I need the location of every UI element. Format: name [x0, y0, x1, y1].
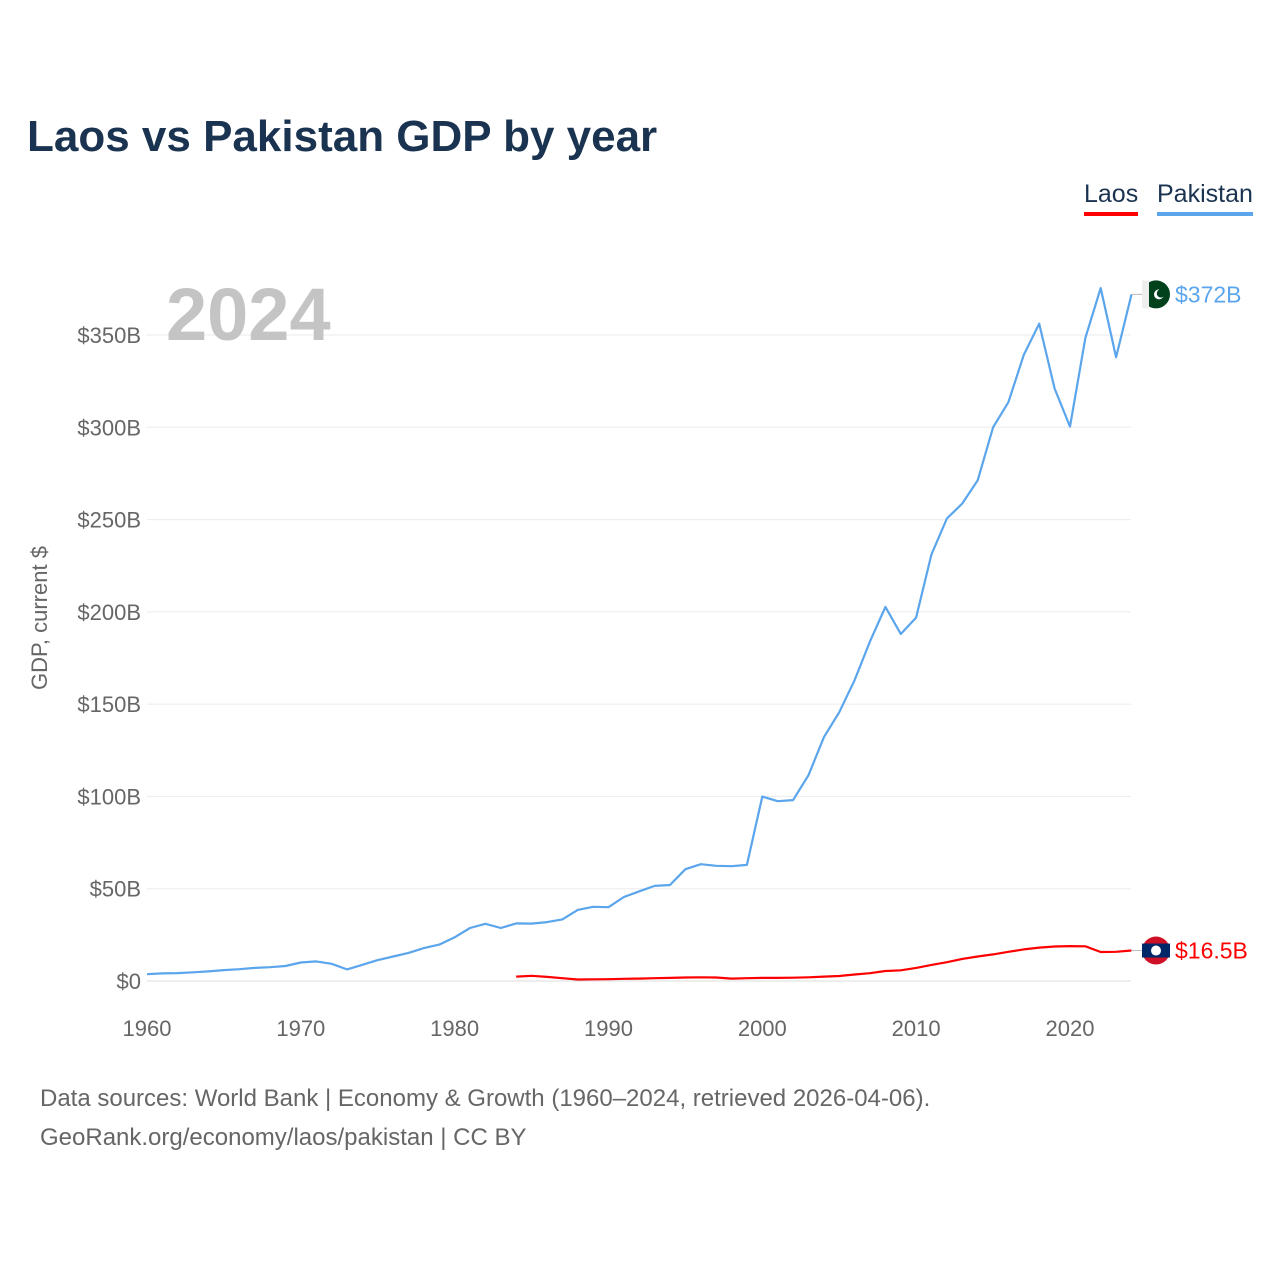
y-tick-label: $0 [117, 969, 141, 994]
end-label-pakistan: $372B [1175, 281, 1242, 307]
y-tick-label: $200B [77, 600, 141, 625]
y-tick-label: $300B [77, 415, 141, 440]
y-tick-label: $350B [77, 323, 141, 348]
y-tick-label: $250B [77, 508, 141, 533]
chart-title: Laos vs Pakistan GDP by year [27, 112, 658, 161]
footer-url[interactable]: GeoRank.org/economy/laos/pakistan | CC B… [40, 1124, 527, 1151]
x-tick-label: 1990 [584, 1016, 633, 1041]
x-tick-label: 2020 [1046, 1016, 1095, 1041]
end-label-laos: $16.5B [1175, 938, 1248, 964]
flag-icon-pakistan [1142, 280, 1170, 309]
x-tick-label: 2010 [892, 1016, 941, 1041]
legend-pakistan[interactable]: Pakistan [1157, 180, 1253, 216]
y-tick-label: $100B [77, 784, 141, 809]
flag-stripe [1142, 280, 1149, 309]
x-tick-label: 1970 [276, 1016, 325, 1041]
footer-sources: Data sources: World Bank | Economy & Gro… [40, 1085, 931, 1112]
y-tick-label: $50B [90, 877, 141, 902]
x-tick-label: 2000 [738, 1016, 787, 1041]
series-line-laos [516, 944, 1132, 981]
series-line-pakistan [146, 287, 1133, 976]
legend-laos[interactable]: Laos [1084, 180, 1139, 216]
x-tick-label: 1960 [123, 1016, 172, 1041]
x-tick-label: 1980 [430, 1016, 479, 1041]
flag-disc [1151, 945, 1161, 956]
year-label: 2024 [166, 273, 331, 356]
crescent-cut [1156, 289, 1166, 298]
flag-icon-laos [1142, 936, 1170, 965]
y-tick-label: $150B [77, 692, 141, 717]
